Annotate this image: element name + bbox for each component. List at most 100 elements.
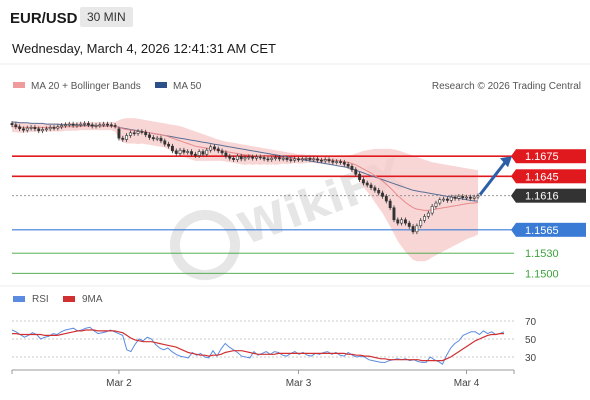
level-label-pointer bbox=[511, 149, 516, 164]
candle-body bbox=[255, 156, 258, 159]
ma20-legend-label: MA 20 + Bollinger Bands bbox=[31, 81, 141, 92]
forecast-arrow bbox=[478, 156, 512, 196]
timeframe-badge[interactable]: 30 MIN bbox=[80, 7, 133, 27]
candle-body bbox=[270, 157, 274, 160]
level-label: 1.1675 bbox=[525, 151, 559, 163]
candle-body bbox=[235, 155, 239, 160]
candle-body bbox=[449, 196, 453, 201]
candle-body bbox=[86, 123, 90, 126]
candle-body bbox=[186, 151, 190, 153]
candle-body bbox=[140, 131, 144, 133]
candle-body bbox=[331, 160, 335, 163]
candle-body bbox=[197, 151, 201, 156]
level-label-bg bbox=[516, 169, 586, 184]
level-label-bg bbox=[516, 149, 586, 164]
candle-body bbox=[266, 158, 270, 161]
level-label: 1.1500 bbox=[525, 268, 559, 280]
candle-body bbox=[102, 123, 106, 126]
candle-body bbox=[71, 123, 75, 126]
candle-body bbox=[193, 153, 197, 156]
candle-body bbox=[327, 159, 331, 162]
candle-body bbox=[29, 127, 33, 129]
rsi-ma-legend-label: 9MA bbox=[82, 294, 103, 305]
ma20-line bbox=[12, 125, 479, 211]
candle-body bbox=[190, 151, 193, 155]
candle-body bbox=[316, 158, 320, 161]
candle-body bbox=[400, 219, 404, 224]
candle-body bbox=[25, 127, 29, 131]
candle-body bbox=[304, 157, 308, 160]
bollinger-band bbox=[12, 118, 478, 262]
candle-body bbox=[465, 196, 468, 199]
level-label-pointer bbox=[511, 169, 516, 184]
candle-body bbox=[33, 127, 37, 130]
candle-body bbox=[48, 127, 52, 130]
candle-body bbox=[132, 132, 136, 135]
candle-body bbox=[377, 190, 381, 194]
candle-body bbox=[365, 182, 369, 186]
candle-body bbox=[411, 226, 415, 233]
rsi-legend-label: RSI bbox=[32, 294, 49, 305]
candle-body bbox=[384, 196, 388, 202]
candle-body bbox=[151, 137, 155, 140]
candle-body bbox=[392, 207, 396, 221]
candle-body bbox=[442, 198, 446, 201]
candle-body bbox=[22, 128, 25, 131]
candle-body bbox=[308, 157, 312, 160]
credit-label: Research © 2026 Trading Central bbox=[432, 81, 581, 92]
candle-body bbox=[201, 151, 205, 155]
candle-body bbox=[453, 196, 457, 199]
candle-body bbox=[128, 132, 132, 136]
candle-body bbox=[407, 222, 411, 227]
symbol-label: EUR/USD bbox=[10, 10, 78, 27]
candle-body bbox=[98, 124, 102, 127]
candle-body bbox=[335, 161, 339, 163]
rsi-legend-swatch bbox=[13, 296, 25, 302]
candle-body bbox=[323, 159, 327, 162]
bollinger-fill bbox=[12, 118, 478, 262]
x-tick-label: Mar 3 bbox=[286, 378, 312, 389]
candle-body bbox=[106, 123, 109, 126]
candle-body bbox=[396, 219, 400, 224]
candle-body bbox=[155, 137, 159, 140]
candle-body bbox=[403, 219, 407, 224]
candle-body bbox=[41, 129, 44, 132]
candle-body bbox=[67, 123, 71, 126]
candle-body bbox=[438, 199, 442, 204]
candle-body bbox=[446, 198, 449, 201]
candle-body bbox=[476, 195, 480, 198]
watermark-logo-icon bbox=[170, 210, 240, 280]
candle-body bbox=[262, 157, 266, 160]
candle-body bbox=[289, 159, 293, 161]
rsi-tick-label: 30 bbox=[525, 353, 537, 364]
price-level-labels: 1.1675 1.1645 1.1616 1.1565 1.1530 1.1500 bbox=[511, 149, 586, 280]
candle-body bbox=[388, 200, 392, 209]
candle-body bbox=[258, 156, 262, 159]
level-label-bg bbox=[516, 222, 586, 237]
candle-body bbox=[174, 150, 178, 154]
candle-body bbox=[423, 216, 426, 221]
x-tick-label: Mar 4 bbox=[454, 378, 480, 389]
candle-body bbox=[251, 156, 255, 159]
rsi-panel: 30 50 70 bbox=[11, 317, 537, 365]
candle-body bbox=[358, 173, 362, 180]
candle-body bbox=[52, 127, 56, 129]
candle-body bbox=[350, 165, 354, 170]
chart-header: EUR/USD 30 MIN bbox=[0, 0, 590, 38]
candlesticks bbox=[10, 121, 480, 235]
candle-body bbox=[125, 135, 129, 140]
candle-body bbox=[430, 206, 434, 214]
candle-body bbox=[339, 161, 342, 163]
candle-body bbox=[461, 196, 465, 199]
candle-body bbox=[64, 124, 67, 127]
candle-body bbox=[426, 212, 430, 217]
candle-body bbox=[56, 126, 60, 129]
candle-body bbox=[369, 184, 373, 188]
candle-body bbox=[346, 163, 350, 167]
candle-body bbox=[373, 187, 377, 191]
candle-body bbox=[293, 158, 297, 161]
candle-body bbox=[220, 150, 224, 154]
candle-body bbox=[472, 196, 476, 199]
candle-body bbox=[90, 124, 94, 127]
